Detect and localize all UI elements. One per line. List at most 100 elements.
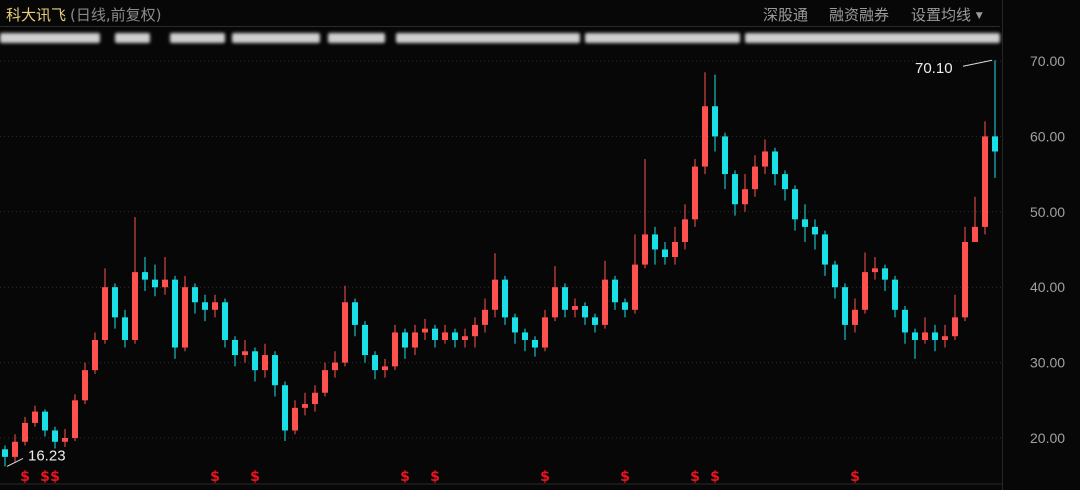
candle-body [62, 438, 68, 442]
candle-body [752, 166, 758, 190]
candle-body [992, 136, 998, 152]
candle-body [372, 355, 378, 371]
dollar-marker-icon: $ [690, 469, 700, 485]
dollar-marker-icon: $ [40, 469, 50, 485]
candle-body [12, 441, 18, 457]
candle-body [972, 226, 978, 242]
candle-body [2, 449, 8, 457]
obscured-text [396, 33, 580, 43]
dollar-marker-icon: $ [400, 469, 410, 485]
candle-body [112, 287, 118, 318]
candle-body [682, 219, 688, 242]
candle-body [862, 272, 868, 310]
candle-body [72, 400, 78, 438]
menu-margin-trading[interactable]: 融资融券 [829, 6, 890, 24]
dollar-marker-icon: $ [250, 469, 260, 485]
candle-body [792, 189, 798, 220]
y-tick-label: 30.00 [1030, 355, 1065, 371]
menu-shenzhen-connect[interactable]: 深股通 [763, 6, 809, 24]
candle-body [962, 241, 968, 318]
candle-body [662, 249, 668, 258]
candle-body [742, 189, 748, 205]
candle-body [782, 174, 788, 190]
candle-body [642, 234, 648, 265]
candle-body [872, 268, 878, 273]
candle-body [982, 136, 988, 227]
candle-body [332, 362, 338, 371]
candle-body [842, 287, 848, 325]
candle-body [732, 174, 738, 205]
menu-set-ma-label: 设置均线 [911, 6, 972, 24]
candle-body [222, 302, 228, 340]
candle-body [562, 287, 568, 310]
candle-body [342, 302, 348, 363]
candle-body [812, 226, 818, 235]
candle-body [292, 407, 298, 431]
ma-legend-obscured [0, 33, 1000, 45]
obscured-text [745, 33, 1000, 43]
candle-body [802, 219, 808, 227]
candle-body [132, 272, 138, 340]
candle-body [172, 279, 178, 348]
candle-body [762, 151, 768, 167]
candle-body [922, 332, 928, 340]
candle-body [42, 411, 48, 431]
candle-body [412, 332, 418, 348]
candle-body [22, 422, 28, 442]
stock-title: 科大讯飞 (日线,前复权) [6, 4, 162, 25]
candle-body [302, 404, 308, 408]
candle-body [282, 385, 288, 431]
candle-body [612, 279, 618, 303]
candle-body [122, 317, 128, 340]
dollar-marker-icon: $ [710, 469, 720, 485]
chart-header: 科大讯飞 (日线,前复权) 深股通 融资融券 设置均线 ▼ [0, 0, 1000, 27]
dollar-marker-icon: $ [850, 469, 860, 485]
candle-body [552, 287, 558, 318]
low-price-label: 16.23 [28, 447, 66, 464]
candle-body [582, 306, 588, 318]
y-tick-label: 70.00 [1030, 53, 1065, 69]
candle-body [632, 264, 638, 310]
dollar-marker-icon: $ [50, 469, 60, 485]
candle-body [82, 370, 88, 401]
candle-body [912, 332, 918, 340]
candle-body [452, 332, 458, 340]
candle-body [712, 106, 718, 137]
obscured-text [328, 33, 385, 43]
annotation-arrow [6, 457, 24, 467]
candle-body [482, 309, 488, 325]
candle-body [362, 324, 368, 356]
candle-body [312, 392, 318, 405]
stock-name: 科大讯飞 [6, 6, 67, 24]
candle-body [422, 328, 428, 333]
candle-body [532, 339, 538, 348]
candle-body [272, 355, 278, 386]
candle-body [602, 279, 608, 325]
y-tick-label: 60.00 [1030, 128, 1065, 144]
candle-body [652, 234, 658, 250]
candle-body [252, 351, 258, 371]
menu-set-ma[interactable]: 设置均线 ▼ [911, 4, 983, 25]
candle-body [702, 106, 708, 167]
candle-body [52, 430, 58, 442]
obscured-text [585, 33, 740, 43]
candle-body [32, 411, 38, 423]
obscured-text [0, 33, 100, 43]
obscured-text [115, 33, 150, 43]
candle-body [772, 151, 778, 175]
candle-body [932, 332, 938, 340]
candle-body [892, 279, 898, 310]
candle-body [592, 317, 598, 325]
candle-body [232, 339, 238, 356]
candle-body [142, 272, 148, 280]
candle-body [492, 279, 498, 310]
candle-body [572, 306, 578, 310]
candle-body [322, 370, 328, 393]
dollar-marker-icon: $ [20, 469, 30, 485]
candle-body [902, 309, 908, 333]
candle-body [192, 287, 198, 303]
candle-body [152, 279, 158, 288]
dollar-marker-icon: $ [210, 469, 220, 485]
candle-body [162, 279, 168, 288]
